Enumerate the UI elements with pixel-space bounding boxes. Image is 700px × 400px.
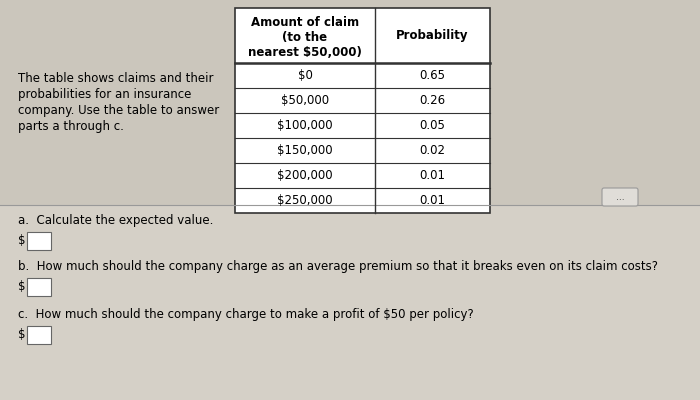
Bar (0, 205, 700, 400)
Text: parts a through c.: parts a through c. (18, 120, 124, 133)
Text: $150,000: $150,000 (277, 144, 332, 157)
Text: ...: ... (616, 192, 624, 202)
FancyBboxPatch shape (602, 188, 638, 206)
Text: 0.05: 0.05 (419, 119, 445, 132)
Text: nearest $50,000): nearest $50,000) (248, 46, 362, 59)
Text: 0.01: 0.01 (419, 194, 445, 207)
Text: c.  How much should the company charge to make a profit of $50 per policy?: c. How much should the company charge to… (18, 308, 474, 321)
FancyBboxPatch shape (27, 278, 51, 296)
Text: $200,000: $200,000 (277, 169, 332, 182)
Text: b.  How much should the company charge as an average premium so that it breaks e: b. How much should the company charge as… (18, 260, 658, 273)
Text: $250,000: $250,000 (277, 194, 332, 207)
Text: $50,000: $50,000 (281, 94, 329, 107)
Text: $100,000: $100,000 (277, 119, 332, 132)
Text: (to the: (to the (282, 31, 328, 44)
Bar (0, 0, 700, 205)
Text: $0: $0 (298, 69, 312, 82)
FancyBboxPatch shape (27, 232, 51, 250)
Text: Probability: Probability (396, 29, 469, 42)
Text: $: $ (18, 328, 25, 341)
Text: 0.02: 0.02 (419, 144, 445, 157)
Text: a.  Calculate the expected value.: a. Calculate the expected value. (18, 214, 213, 227)
Text: probabilities for an insurance: probabilities for an insurance (18, 88, 191, 101)
Text: $: $ (18, 234, 25, 247)
Text: The table shows claims and their: The table shows claims and their (18, 72, 213, 85)
Text: Amount of claim: Amount of claim (251, 16, 359, 29)
Text: 0.01: 0.01 (419, 169, 445, 182)
Text: $: $ (18, 280, 25, 293)
Text: 0.65: 0.65 (419, 69, 445, 82)
Text: company. Use the table to answer: company. Use the table to answer (18, 104, 219, 117)
Text: 0.26: 0.26 (419, 94, 446, 107)
Bar (235, 8, 490, 213)
FancyBboxPatch shape (27, 326, 51, 344)
